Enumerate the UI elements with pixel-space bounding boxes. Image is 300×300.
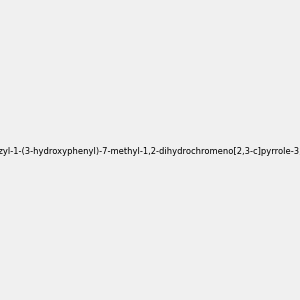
- Text: 2-Benzyl-1-(3-hydroxyphenyl)-7-methyl-1,2-dihydrochromeno[2,3-c]pyrrole-3,9-dion: 2-Benzyl-1-(3-hydroxyphenyl)-7-methyl-1,…: [0, 147, 300, 156]
